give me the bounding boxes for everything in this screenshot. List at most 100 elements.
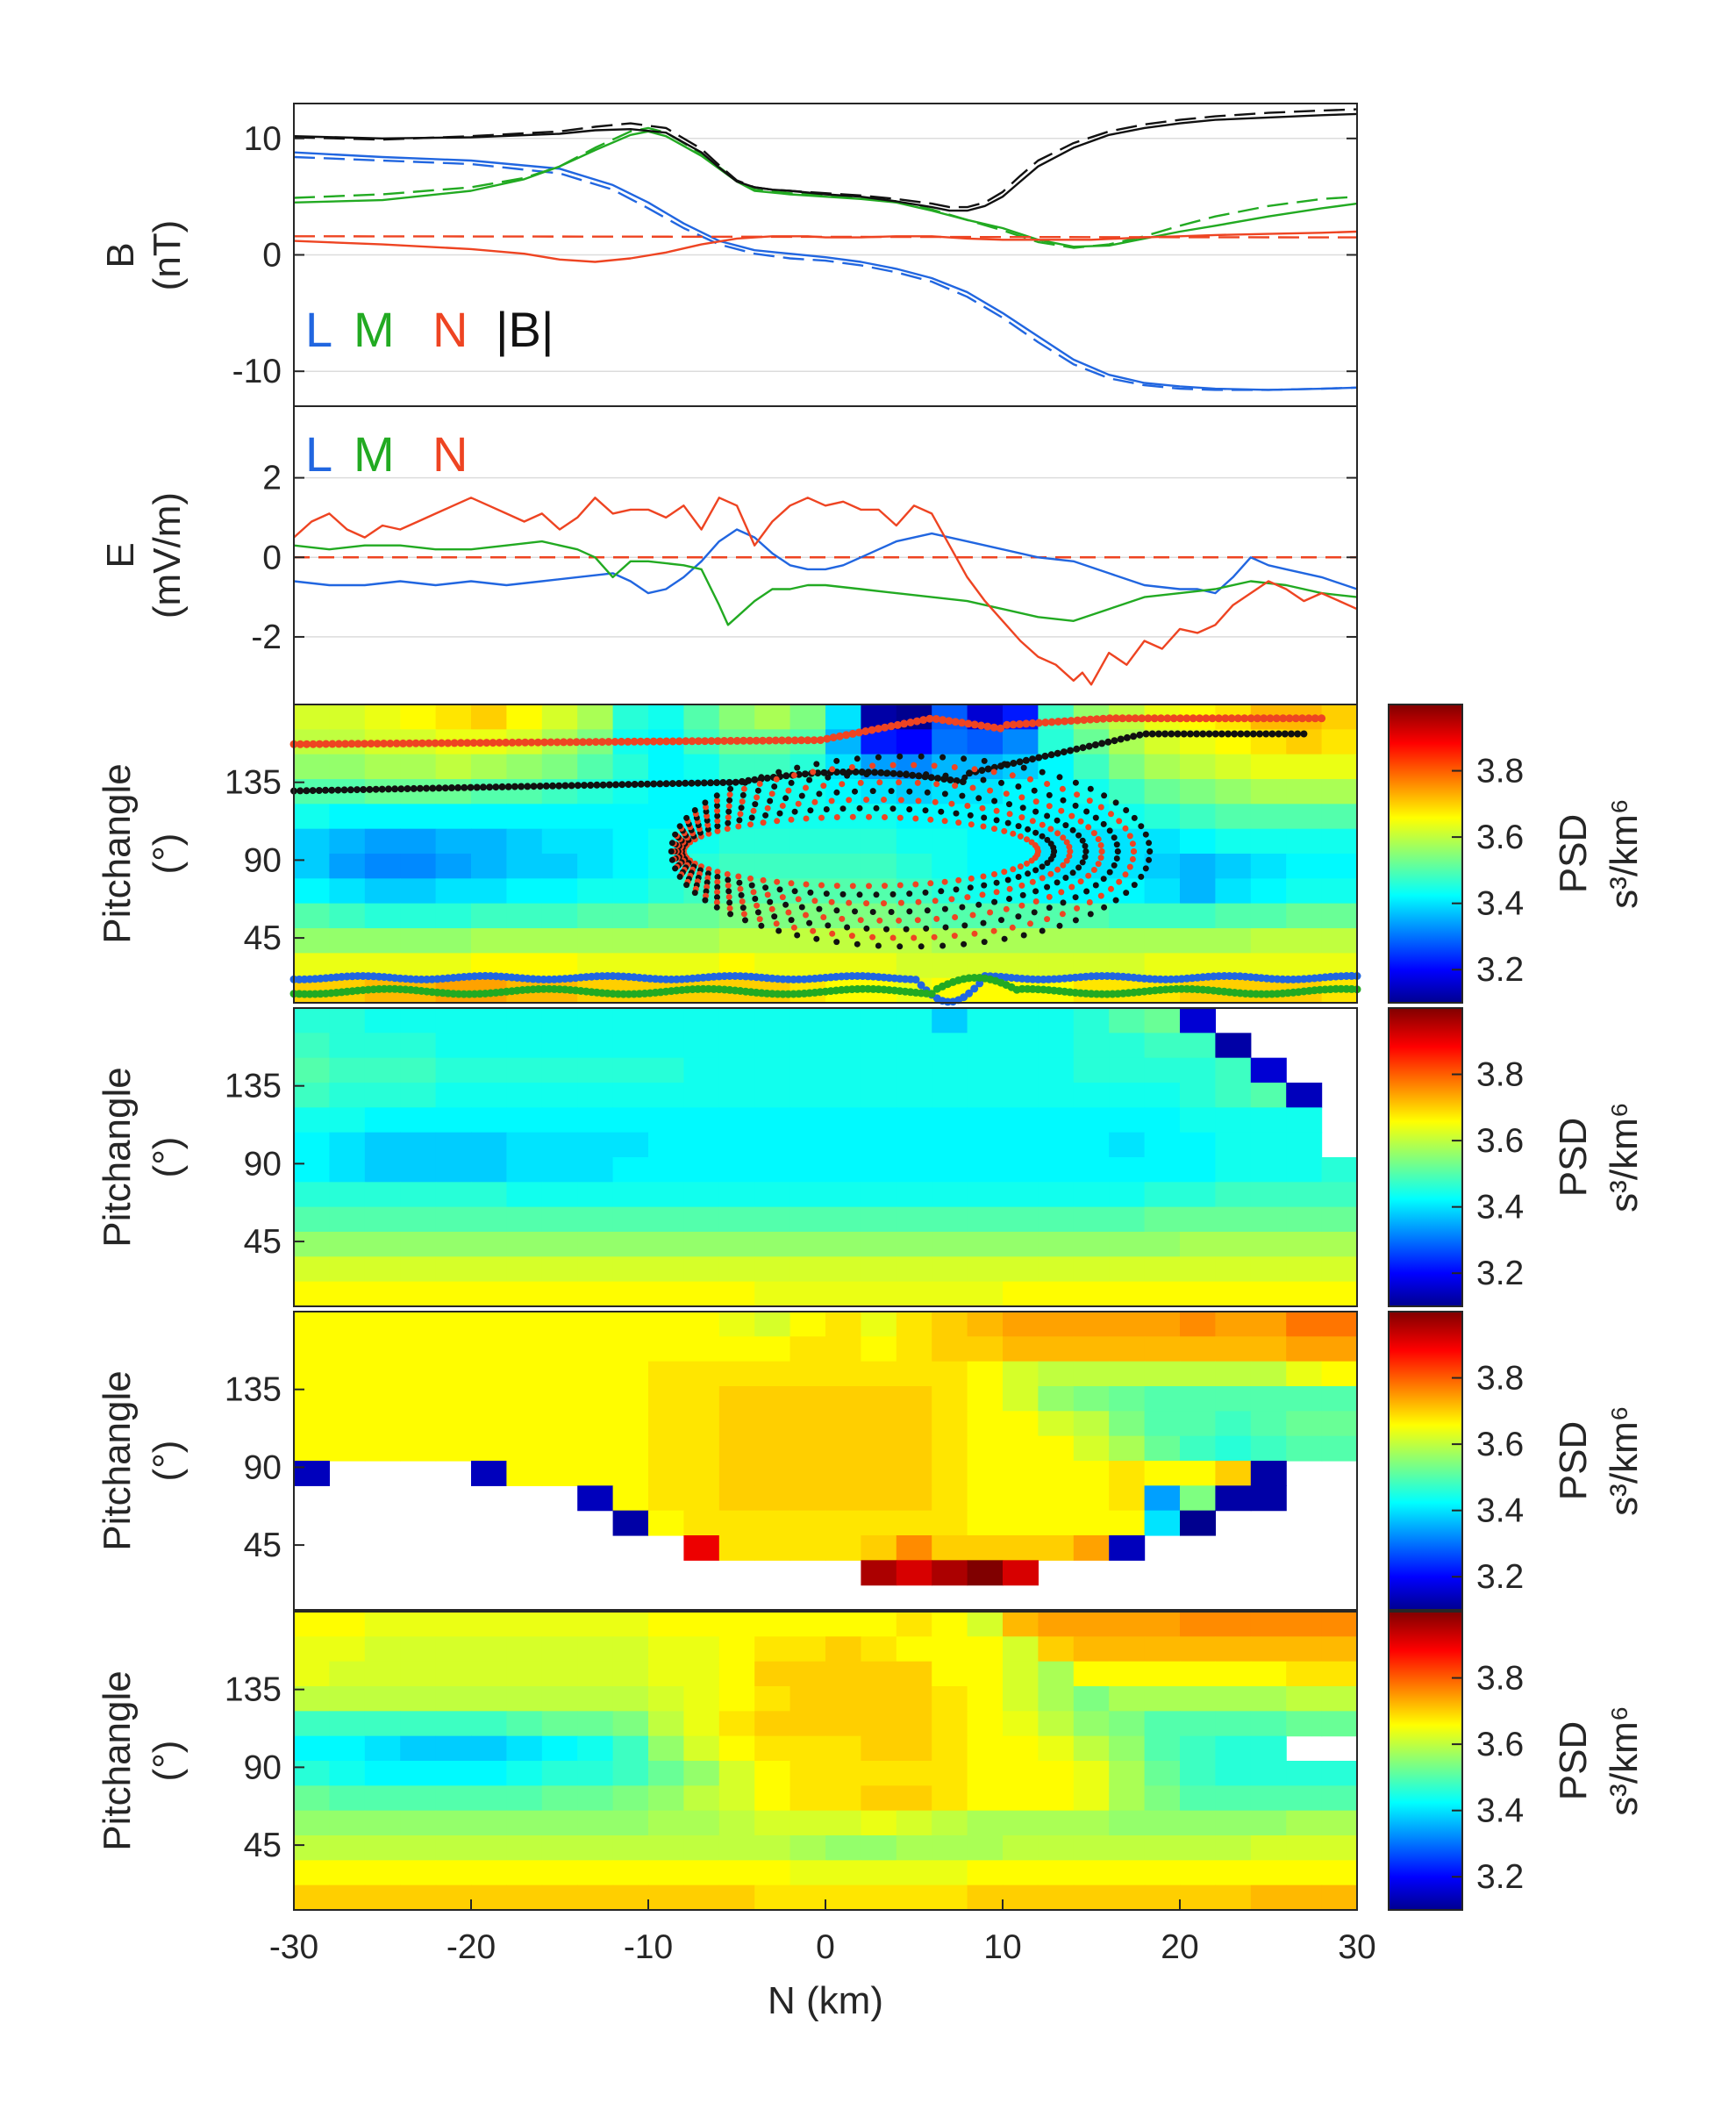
psd-cell <box>719 1885 755 1911</box>
psd-cell <box>683 1411 719 1436</box>
psd-cell <box>1074 1256 1110 1282</box>
x-axis-label: N (km) <box>768 1979 883 2022</box>
psd-cell <box>968 1785 1004 1811</box>
psd-cell <box>1038 1436 1074 1462</box>
trajectory-loop-dot <box>1004 790 1010 797</box>
psd-cell <box>1286 779 1322 805</box>
psd-cell <box>861 1535 897 1561</box>
trajectory-black-dot <box>436 784 443 791</box>
trajectory-loop-dot <box>1146 857 1152 863</box>
trajectory-loop-dot <box>1138 823 1144 829</box>
psd-cell <box>329 904 365 929</box>
psd-cell <box>1322 1662 1358 1687</box>
trajectory-loop-dot <box>816 906 822 912</box>
psd-cell <box>1180 1336 1216 1362</box>
trajectory-black-dot <box>1104 739 1111 746</box>
trajectory-loop-dot <box>789 780 795 786</box>
trajectory-loop-dot <box>1108 811 1114 817</box>
trajectory-loop-dot <box>852 908 858 914</box>
psd-cell <box>897 1662 932 1687</box>
psd-heatmap-3 <box>294 1312 1358 1585</box>
psd-cell <box>825 1662 861 1687</box>
psd-cell <box>1251 1336 1287 1362</box>
psd-cell <box>329 878 365 904</box>
trajectory-loop-dot <box>1044 884 1050 890</box>
trajectory-loop-dot <box>906 789 912 795</box>
trajectory-loop-dot <box>777 811 783 817</box>
psd-cell <box>1322 1207 1358 1233</box>
psd-cell <box>1322 1835 1358 1861</box>
psd-cell <box>1180 1761 1216 1786</box>
trajectory-loop-dot <box>1047 905 1053 911</box>
psd-cell <box>1109 928 1145 954</box>
psd-cell <box>790 1835 826 1861</box>
trajectory-loop-dot <box>1082 854 1089 860</box>
psd-cell <box>861 1133 897 1158</box>
psd-cell <box>400 1008 436 1033</box>
colorbar-1: 3.23.43.63.8 PSD s³/km⁶ <box>1389 704 1646 1003</box>
trajectory-loop-dot <box>1087 797 1093 804</box>
trajectory-loop-dot <box>757 916 763 922</box>
trajectory-loop-dot <box>869 762 875 769</box>
psd-panel-2-ylabel: Pitchangle <box>96 1067 139 1247</box>
trajectory-black-dot <box>1199 731 1206 738</box>
psd-cell <box>294 854 330 879</box>
psd-cell <box>329 1636 365 1662</box>
psd-cell <box>683 1811 719 1836</box>
psd-cell <box>613 1207 649 1233</box>
psd-cell <box>790 1785 826 1811</box>
trajectory-loop-dot <box>981 883 987 889</box>
psd-cell <box>719 829 755 855</box>
colorbar-tick-label: 3.6 <box>1476 1122 1524 1160</box>
psd-cell <box>1038 1256 1074 1282</box>
trajectory-loop-dot <box>726 899 732 905</box>
x-tick-label: 10 <box>983 1928 1021 1966</box>
psd-cell <box>1145 1711 1181 1736</box>
psd-cell <box>613 1662 649 1687</box>
psd-cell <box>683 1686 719 1712</box>
trajectory-black-dot <box>480 783 487 790</box>
psd-cell <box>897 1736 932 1762</box>
trajectory-loop-dot <box>1018 794 1025 800</box>
psd-cell <box>365 1736 401 1762</box>
trajectory-loop-dot <box>912 882 918 888</box>
psd-cell <box>897 1107 932 1133</box>
psd-cell <box>506 829 542 855</box>
psd-cell <box>506 904 542 929</box>
trajectory-loop-dot <box>739 898 746 905</box>
psd-cell <box>1074 1232 1110 1257</box>
psd-cell <box>790 1411 826 1436</box>
trajectory-loop-dot <box>1096 861 1102 867</box>
psd-cell <box>400 1686 436 1712</box>
psd-cell <box>1322 1761 1358 1786</box>
psd-cell <box>825 1711 861 1736</box>
psd-cell <box>613 1436 649 1462</box>
psd-cell <box>506 754 542 780</box>
trajectory-loop-dot <box>998 917 1004 923</box>
trajectory-loop-dot <box>938 809 944 815</box>
psd-cell <box>1038 779 1074 805</box>
trajectory-loop-dot <box>1039 833 1046 840</box>
psd-cell <box>1251 1736 1287 1762</box>
psd-cell <box>329 1835 365 1861</box>
psd-cell <box>1215 1811 1251 1836</box>
trajectory-loop-dot <box>738 886 744 892</box>
psd-cell <box>1038 1312 1074 1337</box>
trajectory-loop-dot <box>968 821 975 827</box>
trajectory-loop-dot <box>736 817 742 823</box>
psd-cell <box>683 1107 719 1133</box>
colorbar-1-unit: s³/km⁶ <box>1603 798 1646 909</box>
psd-cell <box>1145 1811 1181 1836</box>
psd-cell <box>542 1058 578 1083</box>
psd-cell <box>1109 1885 1145 1911</box>
trajectory-loop-dot <box>1032 788 1038 794</box>
trajectory-black-dot <box>511 783 518 790</box>
trajectory-loop-dot <box>833 907 839 913</box>
trajectory-loop-dot <box>1091 867 1097 873</box>
psd-cell <box>1003 928 1039 954</box>
psd-cell <box>897 1511 932 1536</box>
psd-ytick-label: 90 <box>244 1145 282 1183</box>
psd-cell <box>542 1736 578 1762</box>
psd-cell <box>861 928 897 954</box>
